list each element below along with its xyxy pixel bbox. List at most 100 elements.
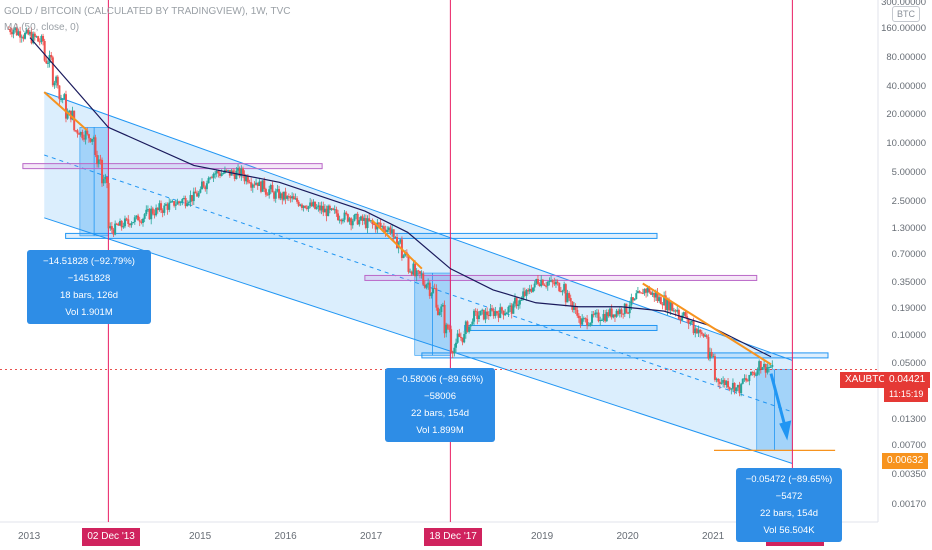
candle-body <box>96 154 99 165</box>
candle-body <box>482 309 485 320</box>
candle-body <box>520 299 523 301</box>
candle-body <box>104 176 107 180</box>
candle-body <box>563 284 566 291</box>
candle-body <box>607 312 610 317</box>
candle-body <box>692 320 695 334</box>
candle-body <box>641 293 644 295</box>
candle-body <box>512 303 515 314</box>
candle-body <box>37 36 40 42</box>
candle-body <box>237 167 240 171</box>
candle-body <box>200 181 203 190</box>
candle-body <box>727 381 730 388</box>
candle-body <box>296 198 299 202</box>
candle-body <box>140 221 143 223</box>
measure-bars: 22 bars, 154d <box>759 508 819 519</box>
y-tick-label: 160.00000 <box>881 23 926 34</box>
candle-body <box>222 173 225 175</box>
candle-body <box>241 168 244 175</box>
candle-body <box>597 312 600 322</box>
candle-body <box>135 215 138 218</box>
candle-body <box>625 303 628 313</box>
candle-body <box>377 222 380 224</box>
candle-body <box>471 321 474 325</box>
candle-body <box>407 254 410 272</box>
candle-body <box>28 31 31 35</box>
candle-body <box>705 335 708 338</box>
candle-body <box>389 227 392 233</box>
candle-body <box>327 205 330 217</box>
candle-body <box>212 174 215 178</box>
candle-body <box>64 94 67 119</box>
candle-body <box>345 212 348 215</box>
candle-body <box>359 216 362 221</box>
candle-body <box>325 208 328 217</box>
candle-body <box>256 182 259 186</box>
candle-body <box>268 189 271 196</box>
candle-body <box>297 201 300 206</box>
candle-body <box>246 176 249 183</box>
measure-box-2021[interactable]: −0.05472 (−89.65%) −5472 22 bars, 154d V… <box>736 468 842 542</box>
candle-body <box>422 273 425 285</box>
y-tick-label: 0.19000 <box>891 302 926 314</box>
candle-body <box>410 271 413 275</box>
measure-volume: Vol 1.899M <box>416 425 464 436</box>
candle-body <box>323 208 326 213</box>
candle-body <box>699 329 702 333</box>
candle-body <box>20 36 23 38</box>
candle-body <box>40 35 43 42</box>
candle-body <box>320 205 323 211</box>
candle-body <box>532 287 535 292</box>
measure-box-2017[interactable]: −0.58006 (−89.66%) −58006 22 bars, 154d … <box>385 368 495 442</box>
candle-body <box>71 110 74 120</box>
candle-body <box>722 380 725 383</box>
candle-body <box>499 307 502 318</box>
candle-body <box>53 82 56 86</box>
candle-body <box>582 318 585 320</box>
candle-body <box>741 378 744 384</box>
candle-body <box>328 205 331 210</box>
candle-body <box>279 193 282 199</box>
candle-body <box>292 196 295 200</box>
candle-body <box>461 337 464 343</box>
candle-body <box>484 311 487 320</box>
y-tick-label: 0.00350 <box>891 468 926 480</box>
candle-body <box>527 289 530 292</box>
candle-body <box>423 284 426 288</box>
candle-body <box>76 130 79 134</box>
candle-body <box>276 189 279 192</box>
y-tick-label: 0.70000 <box>891 248 926 260</box>
candle-body <box>771 364 774 367</box>
forecast-arrow <box>769 373 787 428</box>
candle-body <box>182 198 185 200</box>
candle-body <box>171 201 174 203</box>
candle-body <box>581 318 584 325</box>
candle-body <box>679 318 682 321</box>
measure-box-2013[interactable]: −14.51828 (−92.79%) −1451828 18 bars, 12… <box>27 250 151 324</box>
candle-body <box>435 288 438 308</box>
candle-body <box>433 288 436 290</box>
currency-label[interactable]: BTC <box>892 6 920 22</box>
candle-body <box>463 333 466 343</box>
candle-body <box>720 382 723 384</box>
candle-body <box>210 177 213 179</box>
x-tick-label: 2016 <box>274 531 297 542</box>
candle-body <box>394 237 397 239</box>
candle-body <box>643 288 646 294</box>
candle-body <box>487 314 490 317</box>
candle-body <box>74 130 77 132</box>
support-level-3 <box>464 324 658 331</box>
candle-body <box>287 196 290 198</box>
candle-body <box>79 132 82 135</box>
candle-body <box>610 308 613 318</box>
candle-body <box>481 309 484 311</box>
candle-body <box>513 297 516 304</box>
support-level-1 <box>65 232 658 239</box>
candle-body <box>505 312 508 314</box>
candle-body <box>448 328 451 330</box>
candle-body <box>443 304 446 334</box>
candle-body <box>533 283 536 288</box>
measure-bars: 18 bars, 126d <box>59 290 119 301</box>
x-highlight-label: 18 Dec '17 <box>424 528 482 546</box>
candle-body <box>441 304 444 307</box>
